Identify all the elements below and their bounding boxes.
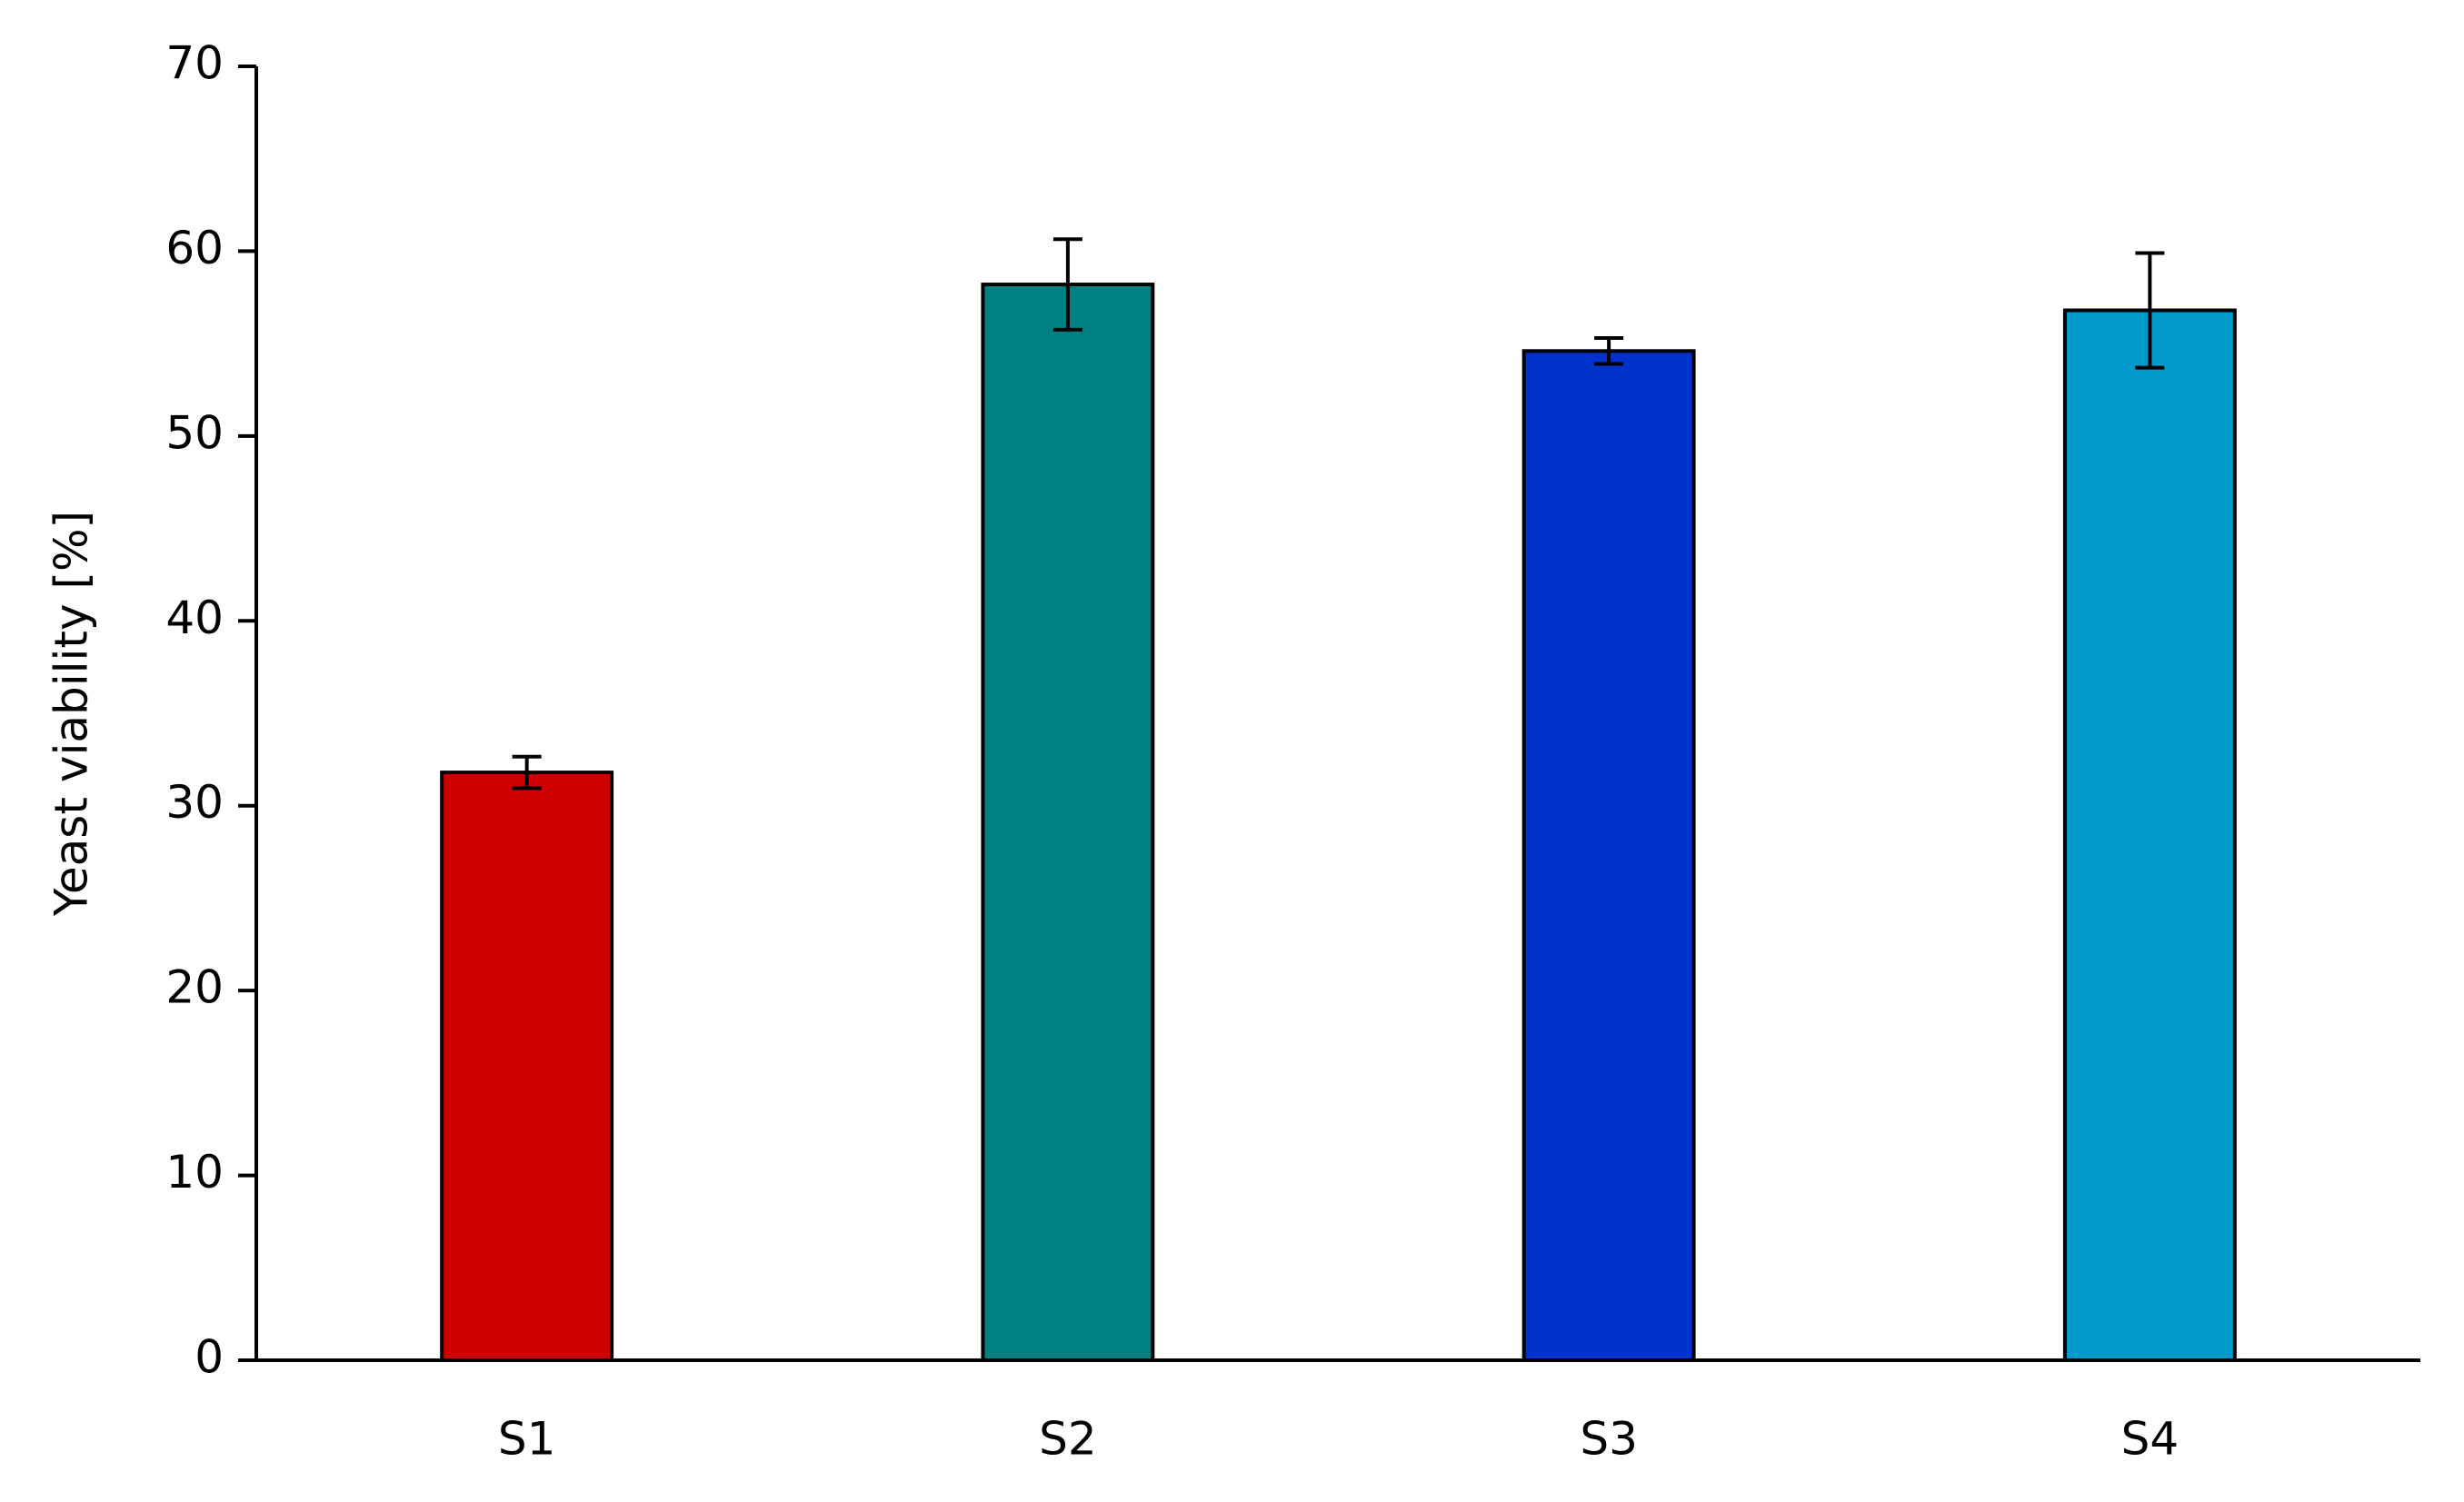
- x-tick-label: S4: [2121, 1413, 2180, 1466]
- error-bar: [2135, 251, 2165, 370]
- bar: [440, 771, 614, 1362]
- y-tick-label: 40: [165, 592, 224, 644]
- y-tick-label: 10: [165, 1146, 224, 1199]
- x-tick-label: S2: [1039, 1413, 1097, 1466]
- y-tick-label: 20: [165, 961, 224, 1014]
- y-tick-label: 60: [165, 222, 224, 274]
- x-tick-label: S3: [1580, 1413, 1638, 1466]
- y-tick-label: 30: [165, 776, 224, 829]
- error-bar: [512, 754, 542, 791]
- x-tick-label: S1: [498, 1413, 556, 1466]
- error-bar: [1594, 336, 1624, 366]
- y-tick-label: 50: [165, 406, 224, 459]
- bar: [1521, 349, 1696, 1362]
- bar: [981, 283, 1155, 1363]
- y-axis-label: Yeast viability [%]: [45, 511, 98, 917]
- y-tick-label: 0: [195, 1331, 224, 1384]
- bar: [2062, 308, 2237, 1362]
- error-bar: [1052, 237, 1082, 332]
- y-tick-label: 70: [165, 37, 224, 90]
